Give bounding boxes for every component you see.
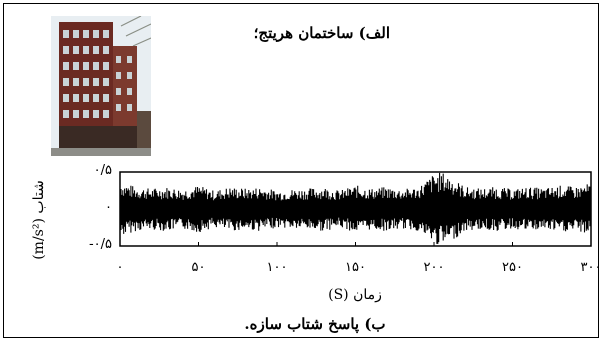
x-tick-label: ۱۵۰ [345, 260, 366, 275]
figure-frame [3, 3, 599, 338]
caption-b: ب) پاسخ شتاب سازه. [244, 315, 386, 333]
x-tick-label: ۳۰۰ [580, 260, 602, 275]
caption-a: الف) ساختمان هریتج؛ [253, 24, 390, 42]
building-photo [51, 16, 151, 156]
y-tick-label: ۰/۵ [93, 163, 112, 178]
x-tick-label: ۰ [116, 260, 124, 275]
x-axis-title: زمان (S) [328, 287, 382, 303]
x-tick-label: ۵۰ [191, 260, 206, 275]
y-tick-label: -۰/۵ [88, 237, 112, 252]
x-tick-label: ۱۰۰ [266, 260, 288, 275]
y-tick-label: ۰ [105, 200, 112, 215]
x-tick-label: ۲۵۰ [502, 260, 523, 275]
x-tick-label: ۲۰۰ [423, 260, 445, 275]
